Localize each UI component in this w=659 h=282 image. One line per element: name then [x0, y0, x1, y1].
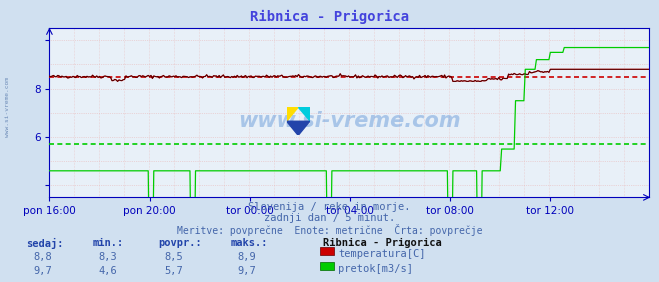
Text: 4,6: 4,6: [99, 266, 117, 276]
Text: Ribnica - Prigorica: Ribnica - Prigorica: [250, 10, 409, 24]
Text: Slovenija / reke in morje.: Slovenija / reke in morje.: [248, 202, 411, 212]
Text: www.si-vreme.com: www.si-vreme.com: [238, 111, 461, 131]
Text: min.:: min.:: [92, 238, 123, 248]
Polygon shape: [298, 107, 310, 121]
Text: maks.:: maks.:: [231, 238, 268, 248]
Text: 8,3: 8,3: [99, 252, 117, 262]
Text: Meritve: povprečne  Enote: metrične  Črta: povprečje: Meritve: povprečne Enote: metrične Črta:…: [177, 224, 482, 236]
Text: 5,7: 5,7: [165, 266, 183, 276]
Text: zadnji dan / 5 minut.: zadnji dan / 5 minut.: [264, 213, 395, 223]
Text: pretok[m3/s]: pretok[m3/s]: [338, 264, 413, 274]
Text: www.si-vreme.com: www.si-vreme.com: [5, 77, 11, 137]
Text: Ribnica - Prigorica: Ribnica - Prigorica: [323, 238, 442, 248]
Text: temperatura[C]: temperatura[C]: [338, 249, 426, 259]
Text: 9,7: 9,7: [237, 266, 256, 276]
Text: 8,5: 8,5: [165, 252, 183, 262]
Text: 8,9: 8,9: [237, 252, 256, 262]
Text: sedaj:: sedaj:: [26, 238, 64, 249]
Polygon shape: [287, 121, 310, 135]
Polygon shape: [287, 107, 298, 121]
Text: povpr.:: povpr.:: [158, 238, 202, 248]
Text: 8,8: 8,8: [33, 252, 51, 262]
Text: 9,7: 9,7: [33, 266, 51, 276]
